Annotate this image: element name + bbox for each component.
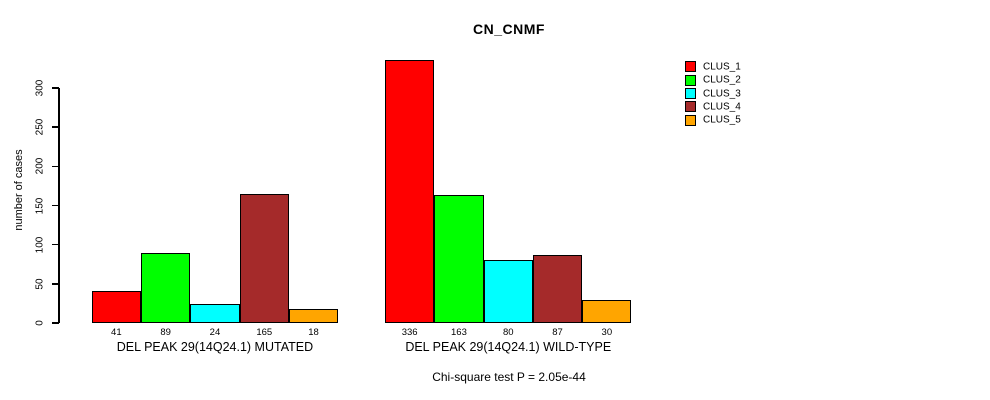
bar-clus_3-group1 — [190, 304, 240, 323]
y-tick-mark — [52, 126, 59, 128]
legend-label-clus_1: CLUS_1 — [703, 61, 741, 73]
bar-clus_2-group2 — [434, 195, 484, 323]
bar-value-label: 87 — [552, 327, 563, 338]
y-tick-label: 250 — [34, 118, 46, 136]
group-label-2: DEL PEAK 29(14Q24.1) WILD-TYPE — [405, 340, 612, 354]
bar-value-label: 18 — [308, 327, 319, 338]
legend-label-clus_2: CLUS_2 — [703, 74, 741, 86]
bar-clus_3-group2 — [483, 260, 533, 323]
y-tick-mark — [52, 204, 59, 207]
bar-clus_1-group2 — [385, 59, 435, 323]
y-tick-mark — [52, 165, 59, 168]
bar-value-label: 165 — [256, 327, 273, 338]
bar-value-label: 41 — [111, 327, 122, 338]
bar-value-label: 163 — [451, 327, 467, 338]
y-tick-mark — [52, 283, 59, 285]
y-tick-mark — [52, 87, 59, 89]
y-tick-label: 50 — [34, 278, 46, 290]
legend-swatch-clus_1 — [685, 61, 696, 73]
legend-swatch-clus_2 — [685, 74, 696, 86]
legend-label-clus_3: CLUS_3 — [703, 88, 741, 99]
bar-value-label: 24 — [209, 327, 221, 338]
bar-value-label: 30 — [601, 327, 613, 338]
y-tick-label: 0 — [34, 320, 46, 326]
bar-value-label: 336 — [401, 327, 418, 338]
y-axis-label: number of cases — [13, 149, 25, 231]
bar-clus_2-group1 — [141, 253, 191, 323]
chi-square-annotation: Chi-square test P = 2.05e-44 — [432, 370, 586, 384]
bar-clus_5-group1 — [288, 308, 339, 323]
legend-swatch-clus_3 — [685, 88, 696, 99]
y-tick-label: 300 — [34, 79, 46, 97]
bar-clus_4-group1 — [239, 193, 289, 323]
y-tick-label: 150 — [34, 197, 46, 214]
legend-swatch-clus_5 — [685, 114, 696, 126]
bar-value-label: 89 — [160, 327, 171, 338]
y-tick-mark — [52, 243, 59, 246]
legend-label-clus_5: CLUS_5 — [703, 114, 741, 126]
legend-label-clus_4: CLUS_4 — [703, 101, 741, 113]
chart-title: CN_CNMF — [473, 21, 545, 37]
y-tick-label: 100 — [34, 236, 46, 253]
bar-clus_5-group2 — [582, 299, 632, 323]
bar-clus_4-group2 — [532, 254, 583, 323]
legend-swatch-clus_4 — [685, 101, 696, 113]
group-label-1: DEL PEAK 29(14Q24.1) MUTATED — [116, 340, 314, 354]
bar-clus_1-group1 — [91, 290, 141, 323]
bar-value-label: 80 — [502, 327, 514, 338]
y-tick-label: 200 — [34, 157, 46, 175]
y-tick-mark — [52, 322, 59, 324]
